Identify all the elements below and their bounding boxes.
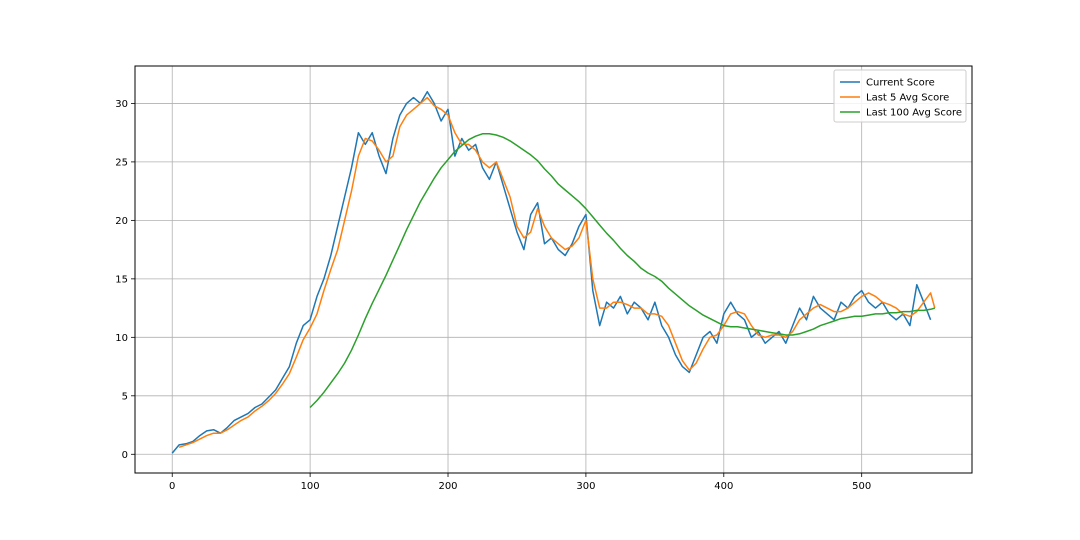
x-axis: 0 100 200 300 400 500 — [169, 473, 871, 492]
y-tick-label: 30 — [115, 99, 128, 110]
legend-box — [833, 69, 967, 123]
y-axis: 0 5 10 15 20 25 30 — [115, 99, 135, 461]
x-tick-label: 300 — [576, 481, 595, 492]
legend: Current Score Last 5 Avg Score Last 100 Av… — [833, 69, 967, 123]
x-tick-label: 500 — [852, 481, 871, 492]
series-line-3 — [309, 133, 936, 409]
y-tick-label: 25 — [115, 157, 128, 168]
y-tick-label: 15 — [115, 274, 128, 285]
y-tick-label: 0 — [122, 450, 128, 461]
legend-entry: Current Score — [866, 78, 935, 89]
y-tick-label: 10 — [115, 333, 128, 344]
grid-lines — [135, 66, 972, 473]
plot-area-frame — [134, 65, 973, 474]
series-line-2 — [178, 96, 936, 449]
legend-entry: Last 100 Avg Score — [866, 108, 962, 119]
series-layer — [171, 90, 936, 454]
x-tick-label: 0 — [169, 481, 175, 492]
x-tick-label: 200 — [438, 481, 457, 492]
y-tick-label: 20 — [115, 216, 128, 227]
x-tick-label: 100 — [301, 481, 320, 492]
x-tick-label: 400 — [714, 481, 733, 492]
y-tick-label: 5 — [122, 391, 128, 402]
legend-entry: Last 5 Avg Score — [866, 93, 949, 104]
